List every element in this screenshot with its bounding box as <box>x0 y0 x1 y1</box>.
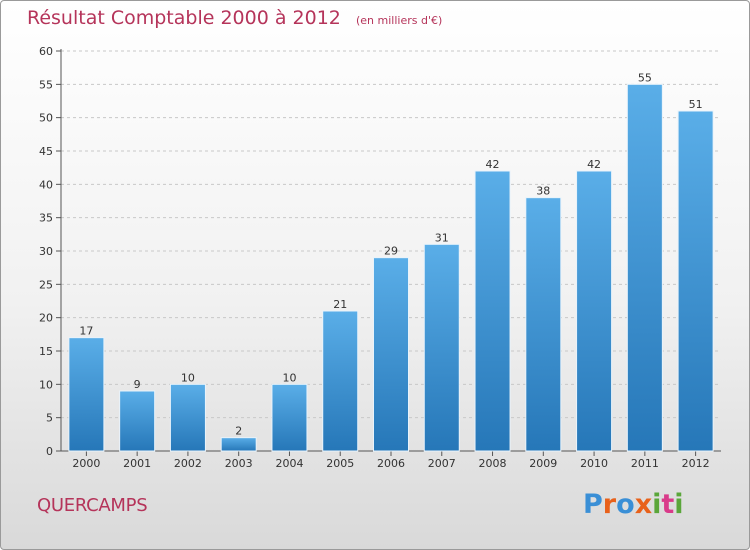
bar-2005 <box>322 310 359 452</box>
y-tick-label: 20 <box>39 312 53 325</box>
x-tick-label: 2005 <box>326 457 354 470</box>
logo-letter: r <box>602 489 617 520</box>
proxiti-logo[interactable]: Proxiti <box>583 489 684 520</box>
bar-2001 <box>119 390 156 452</box>
x-tick-label: 2011 <box>631 457 659 470</box>
bar-2004 <box>271 383 308 452</box>
x-tick-label: 2007 <box>428 457 456 470</box>
data-label-2006: 29 <box>384 245 398 258</box>
x-tick-label: 2002 <box>174 457 202 470</box>
bar-2003 <box>220 437 257 452</box>
x-tick-label: 2004 <box>275 457 303 470</box>
bars <box>68 83 714 452</box>
data-label-2007: 31 <box>435 231 449 244</box>
y-tick-label: 50 <box>39 112 53 125</box>
commune-name: QUERCAMPS <box>37 495 148 516</box>
logo-letter: t <box>661 489 675 520</box>
data-label-2010: 42 <box>587 158 601 171</box>
x-tick-label: 2008 <box>479 457 507 470</box>
logo-letter: o <box>616 489 635 520</box>
y-tick-label: 40 <box>39 178 53 191</box>
data-label-2000: 17 <box>79 325 93 338</box>
y-tick-label: 45 <box>39 145 53 158</box>
y-tick-label: 55 <box>39 78 53 91</box>
bar-2007 <box>423 243 460 452</box>
data-labels: 17 9 10 2 10 21 29 31 42 38 42 55 51 <box>79 71 702 437</box>
x-tick-label: 2009 <box>529 457 557 470</box>
bar-2006 <box>373 257 409 452</box>
bar-2002 <box>169 383 206 452</box>
y-tick-label: 30 <box>39 245 53 258</box>
bar-2010 <box>576 170 613 452</box>
data-label-2002: 10 <box>181 371 195 384</box>
y-tick-label: 60 <box>39 45 53 58</box>
x-tick-label: 2010 <box>580 457 608 470</box>
y-tick-label: 5 <box>46 412 53 425</box>
data-label-2003: 2 <box>235 425 242 438</box>
x-tick-label: 2003 <box>225 457 253 470</box>
chart-title: Résultat Comptable 2000 à 2012 <box>27 7 341 29</box>
data-label-2004: 10 <box>282 371 296 384</box>
bar-2008 <box>474 170 511 452</box>
x-tick-label: 2006 <box>377 457 405 470</box>
x-tick-label: 2001 <box>123 457 151 470</box>
data-label-2005: 21 <box>333 298 347 311</box>
y-tick-label: 10 <box>39 378 53 391</box>
y-tick-label: 25 <box>39 278 53 291</box>
logo-letter: x <box>634 489 653 520</box>
data-label-2011: 55 <box>638 71 652 84</box>
y-tick-label: 35 <box>39 212 53 225</box>
data-label-2008: 42 <box>486 158 500 171</box>
logo-letter: P <box>583 489 603 520</box>
data-label-2001: 9 <box>134 378 141 391</box>
chart-subtitle: (en milliers d'€) <box>355 14 443 27</box>
logo-letter: i <box>652 489 662 520</box>
x-tick-label: 2012 <box>682 457 710 470</box>
y-tick-label: 15 <box>39 345 53 358</box>
bar-2000 <box>68 337 105 452</box>
data-label-2009: 38 <box>536 185 550 198</box>
y-tick-label: 0 <box>46 445 53 458</box>
x-tick-label: 2000 <box>72 457 100 470</box>
title-row: Résultat Comptable 2000 à 2012 (en milli… <box>27 7 442 29</box>
bar-2012 <box>677 110 714 452</box>
bar-2009 <box>525 197 562 452</box>
data-label-2012: 51 <box>689 98 703 111</box>
logo-letter: i <box>674 489 684 520</box>
bar-2011 <box>626 83 663 452</box>
